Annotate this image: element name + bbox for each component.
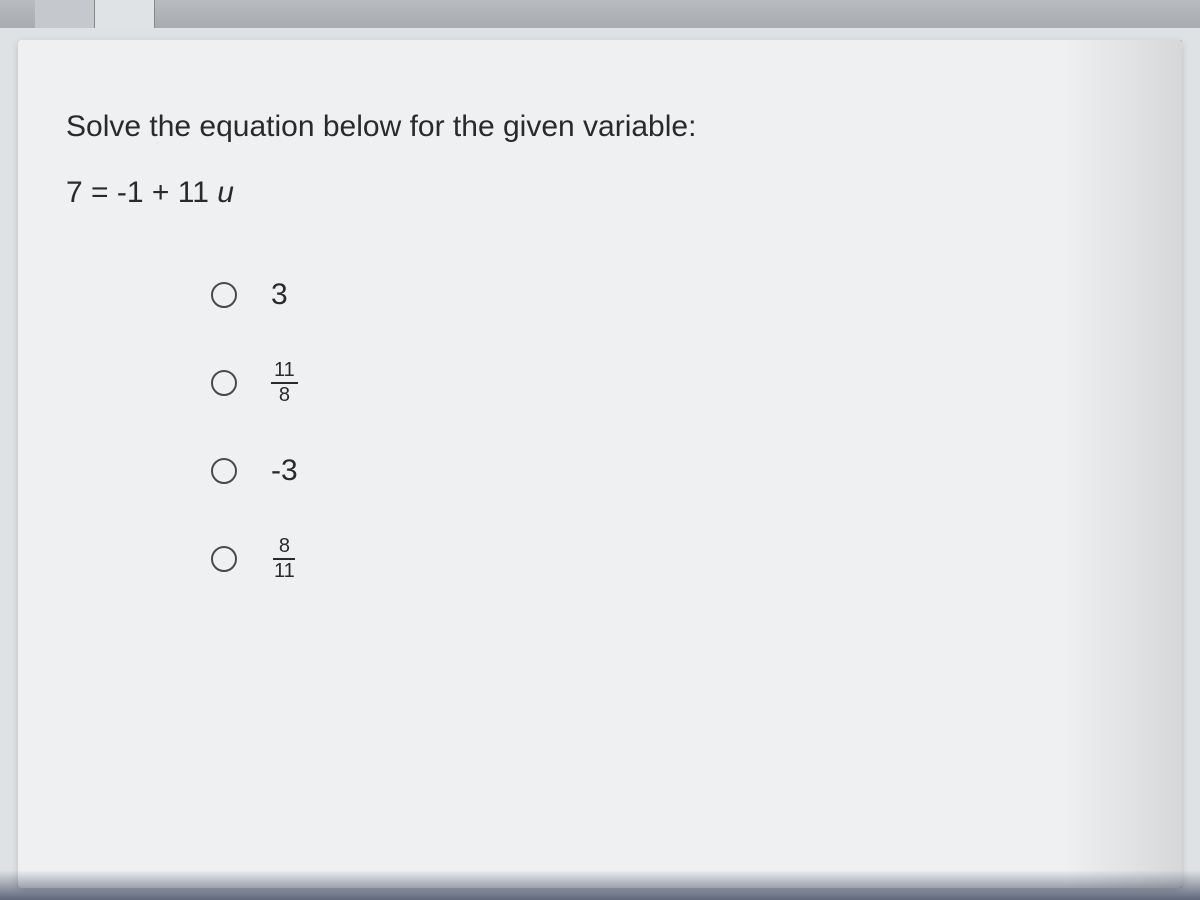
page-area: Solve the equation below for the given v…: [0, 28, 1200, 900]
fraction-numerator: 11: [271, 360, 298, 384]
option-row[interactable]: 8 11: [211, 539, 1142, 579]
fraction-denominator: 8: [273, 384, 295, 406]
radio-button[interactable]: [211, 370, 237, 396]
fraction-denominator: 11: [271, 560, 298, 582]
fraction: 8 11: [271, 536, 298, 582]
option-row[interactable]: 3: [211, 275, 1142, 315]
fraction: 11 8: [271, 360, 298, 406]
question-prompt: Solve the equation below for the given v…: [66, 110, 1142, 144]
option-label-fraction: 11 8: [271, 360, 298, 406]
radio-button[interactable]: [211, 458, 237, 484]
equation-lhs: 7: [66, 176, 83, 209]
option-row[interactable]: 11 8: [211, 363, 1142, 403]
question-card: Solve the equation below for the given v…: [18, 40, 1182, 888]
radio-button[interactable]: [211, 546, 237, 572]
fraction-numerator: 8: [273, 536, 295, 560]
answer-options: 3 11 8 -3 8: [211, 275, 1142, 579]
tab-group: [35, 0, 155, 28]
option-label-integer: -3: [271, 454, 298, 488]
equation-equals: =: [91, 176, 117, 209]
equation-text: 7 = -1 + 11 u: [66, 176, 1142, 210]
browser-tab[interactable]: [35, 0, 95, 28]
equation-variable: u: [217, 176, 234, 209]
equation-rhs-prefix: -1 + 11: [117, 176, 217, 209]
radio-button[interactable]: [211, 282, 237, 308]
option-label-integer: 3: [271, 278, 288, 312]
browser-tab-active[interactable]: [95, 0, 155, 28]
option-row[interactable]: -3: [211, 451, 1142, 491]
option-label-fraction: 8 11: [271, 536, 298, 582]
browser-tab-bar: [0, 0, 1200, 28]
